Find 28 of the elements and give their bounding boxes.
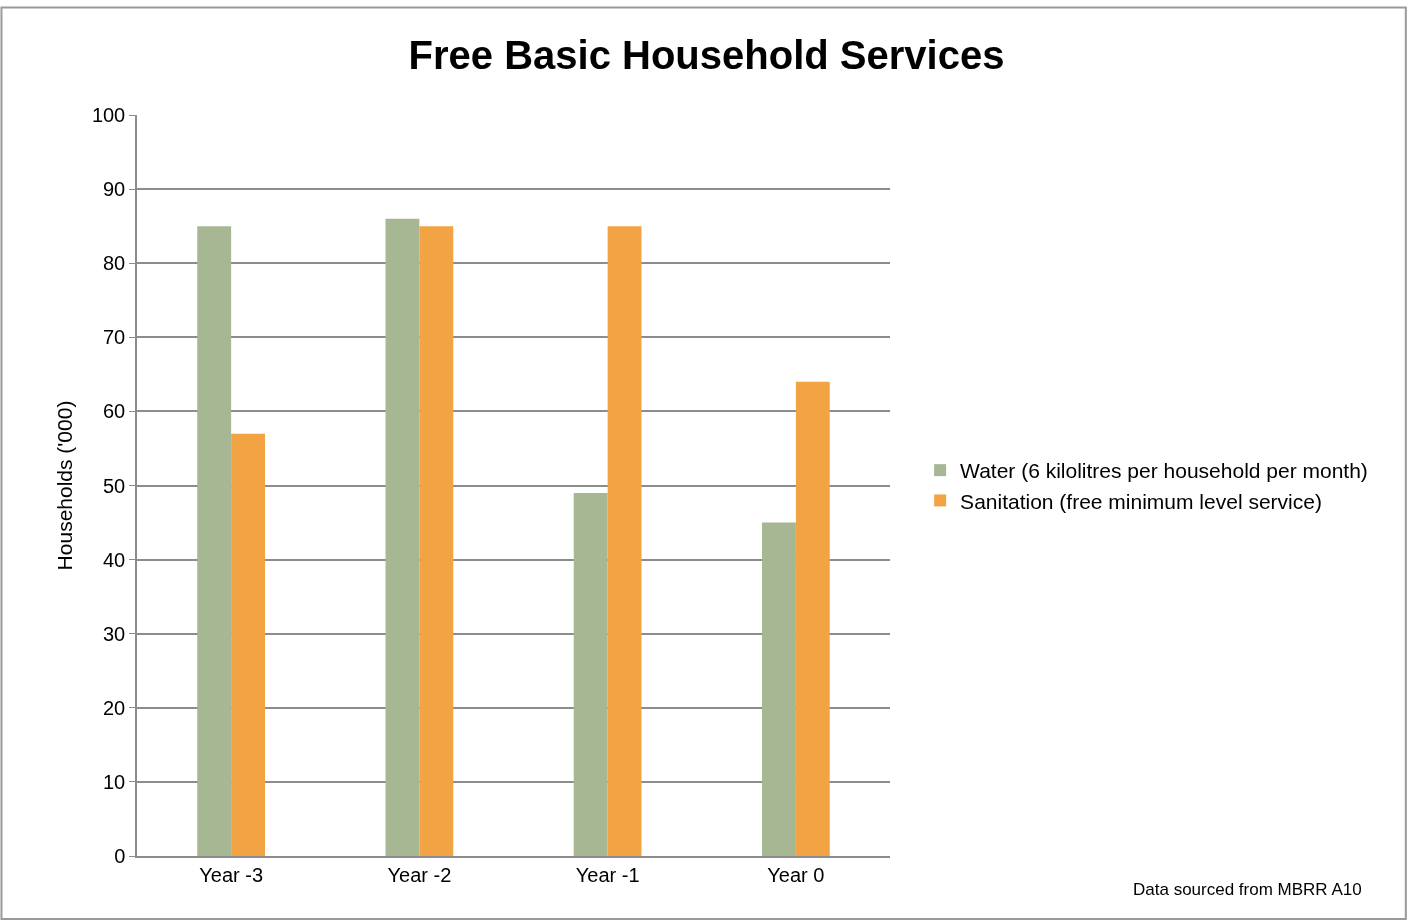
bar [419, 226, 454, 856]
chart-title: Free Basic Household Services [408, 33, 1005, 78]
bar [573, 492, 608, 856]
bar [607, 226, 642, 856]
y-tick-label: 20 [103, 696, 126, 719]
y-tick-label: 30 [103, 622, 126, 645]
x-tick-label: Year -1 [575, 863, 640, 886]
bar [197, 226, 232, 856]
y-axis-title: Households ('000) [52, 400, 76, 571]
y-tick-label: 100 [91, 104, 126, 126]
x-tick-label: Year -3 [199, 863, 264, 886]
y-tick-label: 80 [103, 252, 126, 275]
y-tick-label: 40 [103, 548, 126, 571]
x-tick-label: Year 0 [767, 863, 825, 886]
y-tick-label: 0 [114, 845, 126, 867]
y-tick-label: 10 [103, 770, 126, 793]
y-tick-label: 90 [103, 178, 126, 201]
legend-label: Water (6 kilolitres per household per month) [960, 459, 1368, 483]
bar [761, 522, 796, 856]
y-tick-label: 60 [103, 400, 126, 423]
text: Data sourced from MBRR A10 [1133, 880, 1362, 899]
x-tick-label: Year -2 [387, 863, 452, 886]
bar [231, 433, 266, 856]
bar [795, 381, 830, 856]
y-tick-label: 50 [103, 474, 126, 497]
y-tick-label: 70 [103, 326, 126, 349]
bar [385, 218, 420, 856]
legend-label: Sanitation (free minimum level service) [960, 489, 1322, 513]
